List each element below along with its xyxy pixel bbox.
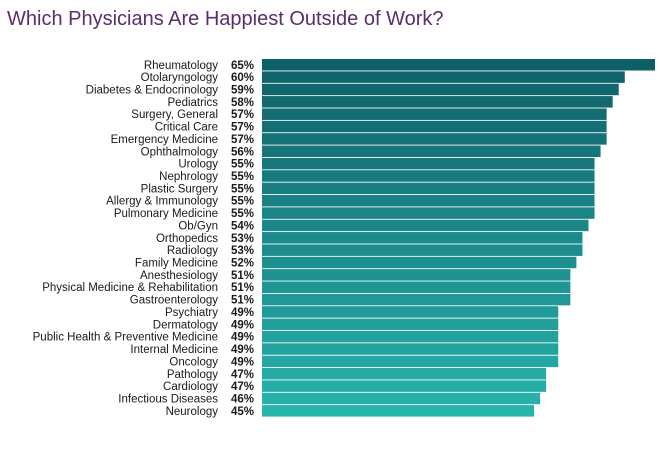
bar: [262, 256, 577, 269]
value-label: 56%: [231, 146, 254, 158]
value-label: 53%: [231, 233, 254, 245]
value-label: 54%: [231, 220, 254, 232]
category-label: Orthopedics: [156, 233, 218, 245]
bar: [262, 306, 559, 318]
value-label: 51%: [231, 270, 254, 282]
category-label: Physical Medicine & Rehabilitation: [42, 282, 218, 294]
bar: [262, 368, 547, 380]
bar: [262, 194, 595, 207]
category-label: Pulmonary Medicine: [114, 208, 218, 220]
category-label: Pediatrics: [168, 97, 219, 109]
bar: [262, 207, 595, 219]
bar: [262, 232, 583, 244]
bar: [262, 281, 571, 293]
category-label: Otolaryngology: [141, 72, 219, 84]
value-label: 45%: [231, 406, 254, 418]
value-label: 55%: [231, 183, 254, 195]
category-label: Family Medicine: [135, 258, 218, 270]
chart-title: Which Physicians Are Happiest Outside of…: [7, 8, 444, 30]
category-label: Internal Medicine: [130, 344, 218, 356]
value-label: 49%: [231, 344, 254, 356]
category-label: Neurology: [166, 406, 219, 418]
category-label: Psychiatry: [165, 307, 218, 319]
bar: [262, 269, 571, 281]
bar: [262, 145, 601, 158]
value-label: 51%: [231, 295, 254, 307]
bar: [262, 83, 619, 96]
value-label: 57%: [231, 122, 254, 134]
bar: [262, 392, 541, 405]
bar: [262, 318, 559, 331]
value-label: 52%: [231, 258, 254, 270]
category-label: Diabetes & Endocrinology: [86, 84, 219, 96]
value-label: 49%: [231, 332, 254, 344]
value-label: 47%: [231, 369, 254, 381]
value-label: 59%: [231, 84, 254, 96]
category-label: Surgery, General: [131, 109, 218, 121]
category-label: Cardiology: [163, 381, 218, 393]
category-label: Anesthesiology: [140, 270, 218, 282]
bar: [262, 170, 595, 182]
bars-group: [262, 59, 655, 417]
bar: [262, 96, 613, 108]
value-label: 55%: [231, 159, 254, 171]
value-label: 58%: [231, 97, 254, 109]
bar: [262, 355, 559, 368]
bar: [262, 59, 655, 71]
value-label: 49%: [231, 307, 254, 319]
bar: [262, 133, 607, 145]
bar: [262, 330, 559, 343]
value-label: 49%: [231, 356, 254, 368]
value-label: 57%: [231, 109, 254, 121]
category-label: Radiology: [167, 245, 218, 257]
bar: [262, 157, 595, 170]
category-label: Dermatology: [153, 319, 218, 331]
bar: [262, 120, 607, 133]
value-label: 60%: [231, 72, 254, 84]
category-label: Urology: [178, 159, 218, 171]
value-label: 55%: [231, 171, 254, 183]
bar: [262, 182, 595, 195]
category-label: Plastic Surgery: [141, 183, 219, 195]
category-label: Allergy & Immunology: [106, 196, 218, 208]
category-label: Rheumatology: [144, 60, 218, 72]
value-label: 51%: [231, 282, 254, 294]
category-label: Critical Care: [155, 122, 218, 134]
category-label: Gastroenterology: [130, 295, 218, 307]
value-label: 46%: [231, 393, 254, 405]
bar: [262, 380, 547, 392]
value-label: 47%: [231, 381, 254, 393]
bar: [262, 244, 583, 256]
value-label: 65%: [231, 60, 254, 72]
category-label: Nephrology: [159, 171, 218, 183]
value-label: 57%: [231, 134, 254, 146]
value-label: 49%: [231, 319, 254, 331]
bar: [262, 405, 535, 417]
value-labels-group: 65%60%59%58%57%57%57%56%55%55%55%55%55%5…: [231, 60, 254, 418]
bar: [262, 343, 559, 355]
value-label: 55%: [231, 208, 254, 220]
bar: [262, 71, 625, 83]
bar: [262, 293, 571, 306]
category-label: Pathology: [167, 369, 218, 381]
category-label: Ophthalmology: [141, 146, 219, 158]
category-label: Emergency Medicine: [111, 134, 218, 146]
value-label: 53%: [231, 245, 254, 257]
category-label: Infectious Diseases: [118, 393, 218, 405]
category-label: Ob/Gyn: [178, 220, 218, 232]
value-label: 55%: [231, 196, 254, 208]
category-label: Oncology: [169, 356, 218, 368]
category-label: Public Health & Preventive Medicine: [33, 332, 218, 344]
bar: [262, 219, 589, 232]
bar: [262, 108, 607, 120]
